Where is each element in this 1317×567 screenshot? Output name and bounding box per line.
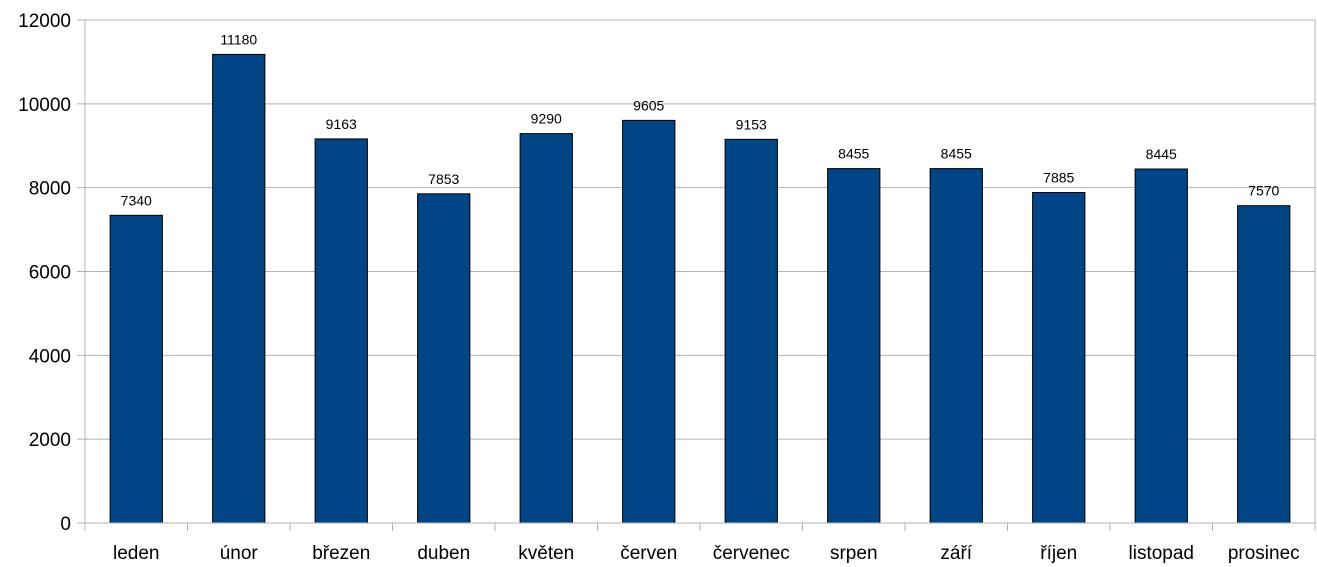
x-axis [84,522,1316,531]
y-tick-label: 8000 [29,179,71,200]
data-label: 7885 [1043,169,1074,185]
data-label: 8455 [941,146,972,162]
data-label: 9163 [326,116,357,132]
x-category-label: červen [620,543,677,564]
x-category-label: říjen [1040,543,1077,564]
x-category-label: září [940,543,972,564]
data-label: 7340 [121,192,152,208]
y-tick-label: 0 [60,514,71,535]
bar [417,193,471,524]
bar [827,168,881,524]
y-tick-label: 6000 [29,263,71,284]
bar [314,138,368,524]
bar [519,133,573,524]
x-category-label: březen [312,543,370,564]
gridlines [77,19,1316,524]
bar [109,214,163,524]
bar [929,168,983,524]
bar [1032,191,1086,524]
data-labels: 7340 11180 9163 7853 9290 9605 9153 8455 8455 788… [121,31,1280,208]
x-axis-category-labels: leden únor březen duben květen červen červenec… [113,543,1300,564]
x-category-label: listopad [1129,543,1195,564]
data-label: 9153 [736,116,767,132]
y-axis-tick-labels: 0 2000 4000 6000 8000 10000 12000 [18,11,71,535]
x-category-label: červenec [713,543,790,564]
y-tick-label: 2000 [29,430,71,451]
x-category-label: duben [417,543,470,564]
data-label: 11180 [220,31,257,47]
bar [622,119,676,524]
x-category-label: leden [113,543,160,564]
data-label: 8445 [1146,146,1177,162]
data-label: 7570 [1248,183,1279,199]
y-tick-label: 4000 [29,346,71,367]
data-label: 9290 [531,111,562,127]
y-tick-label: 12000 [18,11,71,32]
bar [1237,205,1291,524]
data-label: 9605 [633,97,664,113]
bar [212,53,266,524]
bars [109,53,1291,524]
data-label: 8455 [838,146,869,162]
data-label: 7853 [428,171,459,187]
x-category-label: květen [518,543,574,564]
x-category-label: únor [220,543,259,564]
bar [1134,168,1188,524]
bar [724,138,778,524]
y-tick-label: 10000 [18,95,71,116]
x-category-label: prosinec [1228,543,1300,564]
x-category-label: srpen [830,543,878,564]
